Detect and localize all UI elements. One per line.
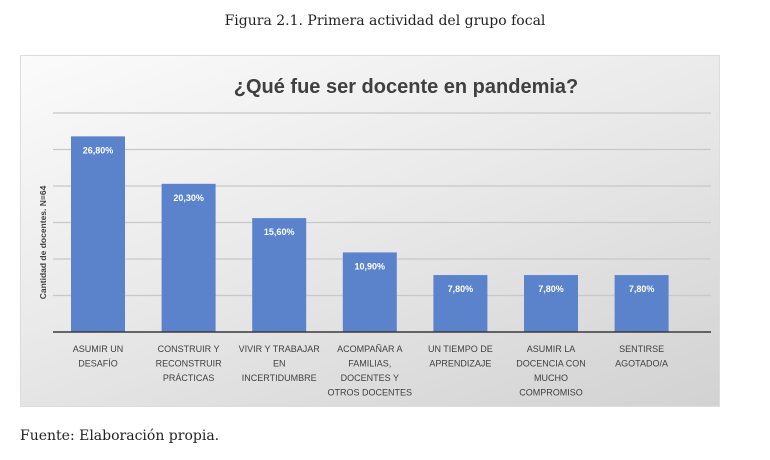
x-tick-label-6: MUCHO (534, 373, 568, 383)
data-label-1: 26,80% (83, 145, 114, 155)
x-tick-label-2: RECONSTRUIR (156, 359, 223, 369)
figure-caption: Figura 2.1. Primera actividad del grupo … (224, 13, 546, 29)
x-tick-label-5: UN TIEMPO DE (428, 344, 493, 354)
x-tick-label-6: DOCENCIA CON (516, 359, 586, 369)
x-tick-label-3: INCERTIDUMBRE (242, 373, 317, 383)
x-tick-label-4: DOCENTES Y (341, 373, 399, 383)
x-tick-label-3: EN (273, 359, 286, 369)
bar-6 (524, 275, 578, 332)
chart-title: ¿Qué fue ser docente en pandemia? (234, 76, 579, 98)
data-label-7: 7,80% (629, 284, 655, 294)
y-axis-label: Cantidad de docentes. N=64 (38, 185, 48, 299)
x-tick-label-6: COMPROMISO (519, 388, 583, 398)
x-tick-label-6: ASUMIR LA (527, 344, 576, 354)
bar-5 (433, 275, 488, 332)
x-tick-label-1: ASUMIR UN (73, 344, 124, 354)
x-tick-label-4: FAMILIAS, (348, 359, 391, 369)
x-tick-label-4: OTROS DOCENTES (328, 388, 413, 398)
bar-4 (342, 252, 397, 332)
bar-1 (71, 136, 125, 332)
x-tick-label-5: APRENDIZAJE (429, 359, 491, 369)
data-label-6: 7,80% (538, 284, 564, 294)
data-label-3: 15,60% (264, 227, 295, 237)
x-tick-label-2: PRÁCTICAS (163, 373, 215, 383)
bar-3 (252, 218, 307, 332)
x-tick-label-7: AGOTADO/A (615, 359, 668, 369)
x-tick-label-2: CONSTRUIR Y (158, 344, 220, 354)
bar-2 (161, 183, 216, 332)
x-tick-label-3: VIVIR Y TRABAJAR (239, 344, 321, 354)
chart-area: ¿Qué fue ser docente en pandemia? Cantida… (20, 55, 720, 407)
x-tick-label-4: ACOMPAÑAR A (337, 344, 402, 354)
bar-7 (614, 275, 669, 332)
source-note: Fuente: Elaboración propia. (20, 428, 220, 444)
data-label-5: 7,80% (448, 284, 474, 294)
x-tick-label-1: DESAFÍO (78, 359, 118, 369)
bar-chart: ¿Qué fue ser docente en pandemia? Cantida… (38, 76, 711, 398)
data-label-4: 10,90% (355, 261, 386, 271)
data-label-2: 20,30% (173, 193, 204, 203)
x-tick-label-7: SENTIRSE (619, 344, 664, 354)
